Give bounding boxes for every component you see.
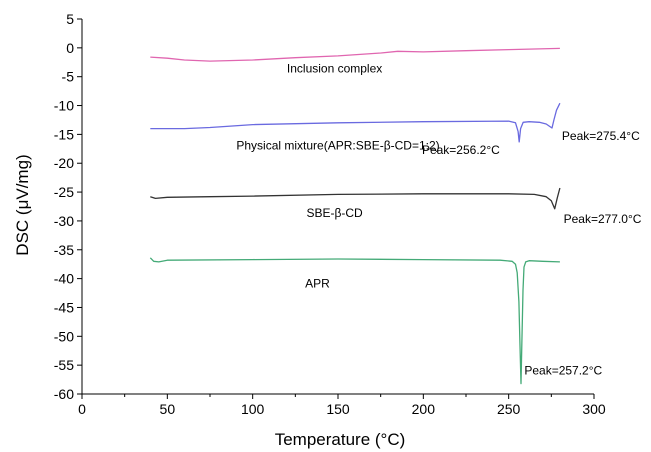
annotation-label: Peak=277.0°C: [564, 212, 642, 226]
x-tick-label: 300: [582, 401, 606, 417]
x-tick-label: 50: [160, 401, 176, 417]
y-tick-label: -15: [54, 126, 74, 142]
y-tick-label: -25: [54, 184, 74, 200]
y-tick-label: -30: [54, 213, 74, 229]
y-tick-label: 5: [66, 11, 74, 27]
y-tick-label: -35: [54, 242, 74, 258]
series-layer: [149, 47, 561, 385]
y-tick-label: -40: [54, 271, 74, 287]
y-tick-label: 0: [66, 40, 74, 56]
y-tick-label: -55: [54, 357, 74, 373]
x-axis-title: Temperature (°C): [275, 430, 406, 449]
y-tick-label: -5: [62, 69, 75, 85]
annotation-label: APR: [305, 276, 330, 290]
annotation-label: SBE-β-CD: [306, 206, 363, 220]
x-tick-label: 0: [78, 401, 86, 417]
annotation-label: Inclusion complex: [287, 62, 382, 76]
y-tick-label: -45: [54, 299, 74, 315]
series-line-4: [149, 257, 560, 385]
annotation-layer: Inclusion complex Physical mixture(APR:SB…: [236, 62, 641, 378]
axes-layer: 0 50 100 150 200 250 30050-5-10-15-20-25-30-35…: [54, 11, 606, 417]
annotation-label: Peak=257.2°C: [524, 363, 602, 377]
x-tick-label: 100: [241, 401, 265, 417]
y-tick-label: -20: [54, 155, 74, 171]
series-line-3: [150, 187, 561, 210]
series-line-2: [150, 102, 561, 143]
y-tick-label: -50: [54, 328, 74, 344]
y-tick-label: -60: [54, 386, 74, 402]
x-tick-label: 150: [326, 401, 350, 417]
annotation-label: Physical mixture(APR:SBE-β-CD=1:2): [236, 138, 439, 152]
annotation-label: Peak=275.4°C: [562, 129, 640, 143]
y-axis-title: DSC (μV/mg): [13, 154, 32, 255]
x-tick-label: 250: [497, 401, 521, 417]
x-tick-label: 200: [412, 401, 436, 417]
series-line-1: [150, 47, 560, 62]
y-tick-label: -10: [54, 98, 74, 114]
annotation-label: Peak=256.2°C: [422, 143, 500, 157]
